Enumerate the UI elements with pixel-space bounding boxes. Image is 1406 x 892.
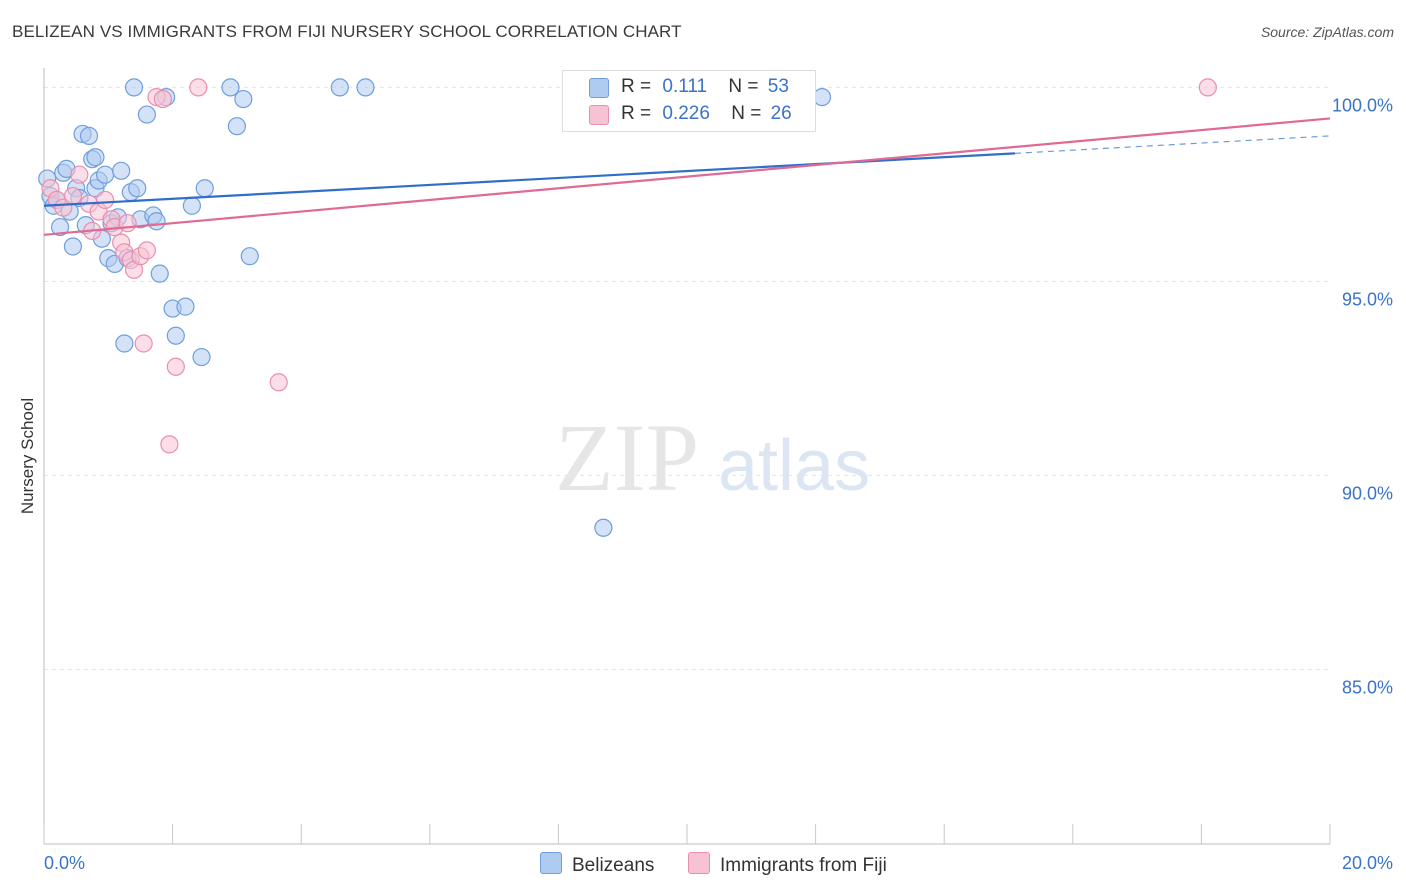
axis-labels: 85.0% 90.0% 95.0% 100.0% 0.0% 20.0% Nursery Sc… xyxy=(18,95,1393,873)
bottom-legend-label: Belizeans xyxy=(572,855,655,876)
belizean-point xyxy=(227,117,246,136)
belizeans-trend-extension xyxy=(1014,135,1331,154)
fiji-point xyxy=(70,165,89,184)
fiji-point xyxy=(118,214,137,233)
belizean-point xyxy=(182,196,201,215)
legend-row-fiji: R = 0.226 N = 26 xyxy=(563,102,815,128)
grid-lines xyxy=(44,86,1330,670)
y-tick-label: 95.0% xyxy=(1342,289,1393,309)
source-label: Source: ZipAtlas.com xyxy=(1260,24,1394,40)
legend-n-value: 26 xyxy=(770,103,792,124)
belizean-point xyxy=(124,78,144,97)
belizean-point xyxy=(356,78,375,97)
x-tick-label: 0.0% xyxy=(44,853,85,873)
bottom-legend-belizeans: Belizeans xyxy=(540,852,654,877)
belizean-point xyxy=(128,179,147,198)
watermark-zip: ZIP xyxy=(555,404,699,511)
legend-r-label: R = xyxy=(621,76,652,97)
y-tick-label: 85.0% xyxy=(1342,677,1393,697)
fiji-points xyxy=(41,78,1217,454)
belizean-point xyxy=(176,297,195,316)
belizean-point xyxy=(147,212,166,231)
belizean-point xyxy=(166,326,185,345)
bottom-legend-label: Immigrants from Fiji xyxy=(720,855,887,876)
legend-r-value: 0.111 xyxy=(662,76,708,97)
fiji-point xyxy=(153,89,173,109)
legend-r-label: R = xyxy=(621,103,652,124)
fiji-point xyxy=(160,435,179,454)
fiji-point xyxy=(1198,78,1217,97)
belizean-point xyxy=(192,347,211,367)
fiji-point xyxy=(95,190,115,210)
belizean-point xyxy=(234,89,253,109)
fiji-point xyxy=(63,186,83,206)
belizean-point xyxy=(594,518,613,537)
y-tick-label: 90.0% xyxy=(1342,483,1393,503)
belizean-point xyxy=(221,78,240,97)
bottom-legend-fiji: Immigrants from Fiji xyxy=(688,852,887,877)
fiji-trend-line xyxy=(43,117,1331,236)
belizean-point xyxy=(812,87,832,107)
belizean-point xyxy=(195,179,214,198)
belizean-point xyxy=(50,217,70,237)
belizeans-points xyxy=(38,78,832,537)
belizean-point xyxy=(79,126,99,145)
belizean-point xyxy=(150,264,169,283)
belizean-point xyxy=(112,161,131,180)
legend-r-value: 0.226 xyxy=(662,103,710,124)
bottom-legend-swatch-pink xyxy=(688,852,710,874)
belizean-point xyxy=(137,105,156,124)
fiji-point xyxy=(137,241,156,260)
belizean-point xyxy=(115,334,134,353)
fiji-point xyxy=(166,357,185,376)
chart-title: BELIZEAN VS IMMIGRANTS FROM FIJI NURSERY… xyxy=(12,22,682,41)
x-tick-label: 20.0% xyxy=(1342,853,1393,873)
trend-lines xyxy=(43,117,1331,236)
legend-row-belizeans: R = 0.111 N = 53 xyxy=(563,75,815,101)
legend-n-label: N = xyxy=(731,103,762,124)
fiji-point xyxy=(269,373,288,392)
legend-n-label: N = xyxy=(728,76,759,97)
y-tick-label: 100.0% xyxy=(1332,95,1393,115)
fiji-point xyxy=(134,334,153,353)
watermark: ZIP atlas xyxy=(555,404,870,511)
watermark-atlas: atlas xyxy=(718,426,870,506)
belizean-point xyxy=(330,78,349,97)
legend-n-value: 53 xyxy=(767,76,789,97)
belizean-point xyxy=(86,148,105,167)
legend-swatch-pink xyxy=(589,105,609,125)
correlation-legend: R = 0.111 N = 53 R = 0.226 N = 26 xyxy=(562,70,816,132)
legend-swatch-blue xyxy=(589,78,609,98)
belizean-point xyxy=(240,247,259,266)
y-axis-title: Nursery School xyxy=(18,398,37,514)
belizean-point xyxy=(95,165,115,184)
bottom-legend-swatch-blue xyxy=(540,852,562,874)
belizean-point xyxy=(63,237,83,256)
fiji-point xyxy=(189,78,208,97)
